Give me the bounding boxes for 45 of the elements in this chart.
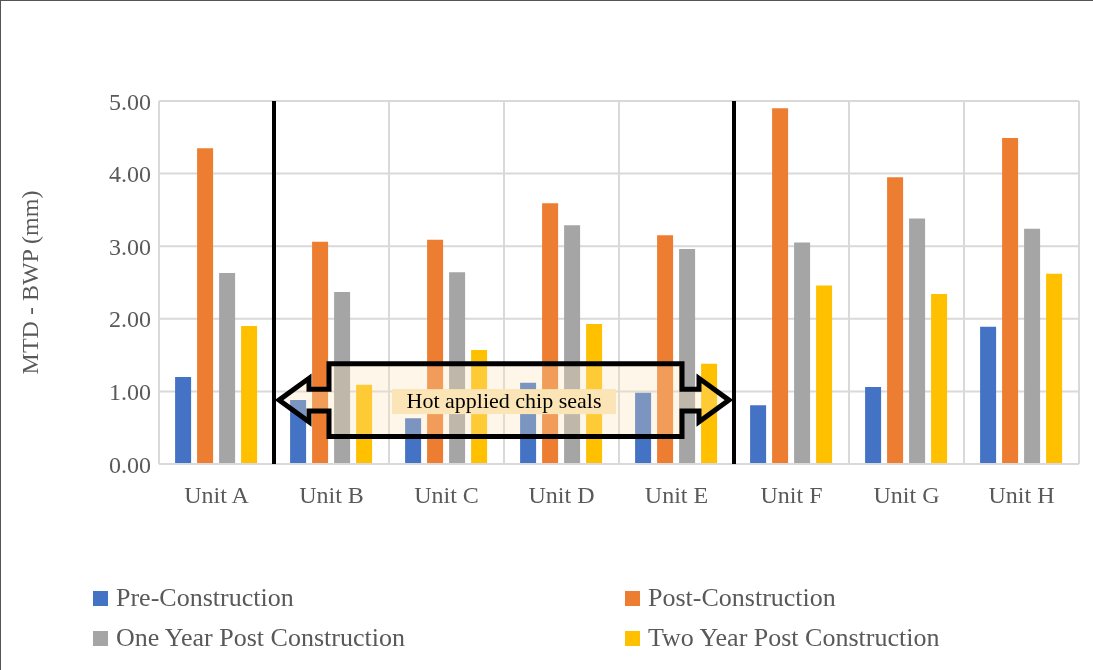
- band-label: Hot applied chip seals: [406, 388, 602, 414]
- x-tick-label: Unit D: [528, 482, 595, 509]
- x-tick-label: Unit B: [299, 482, 364, 509]
- bar: [865, 387, 882, 464]
- x-tick-label: Unit F: [760, 482, 823, 509]
- bar: [312, 241, 329, 464]
- bar: [980, 326, 997, 464]
- bar: [772, 108, 789, 464]
- bar: [816, 285, 833, 464]
- y-tick-label: 3.00: [109, 233, 151, 260]
- bar: [750, 405, 767, 464]
- y-tick-label: 2.00: [109, 306, 151, 333]
- bar: [1046, 273, 1063, 464]
- x-tick-label: Unit A: [184, 482, 250, 509]
- bar: [175, 376, 192, 464]
- bar: [657, 235, 674, 464]
- bar: [197, 148, 214, 464]
- bar: [1024, 228, 1041, 464]
- x-tick-label: Unit E: [644, 482, 709, 509]
- legend-label: Two Year Post Construction: [648, 623, 940, 653]
- bar: [290, 400, 307, 464]
- y-tick-label: 1.00: [109, 378, 151, 405]
- bar: [635, 392, 652, 464]
- x-tick-label: Unit H: [988, 482, 1055, 509]
- y-tick-label: 5.00: [109, 88, 151, 115]
- bar: [679, 249, 696, 464]
- x-tick-label: Unit C: [414, 482, 479, 509]
- bar: [794, 242, 811, 464]
- y-tick-label: 0.00: [109, 451, 151, 478]
- bar: [909, 218, 926, 464]
- bar: [334, 291, 351, 464]
- bar: [405, 418, 422, 464]
- y-axis-title: MTD - BWP (mm): [16, 190, 43, 375]
- bar: [887, 177, 904, 464]
- bar: [241, 326, 258, 464]
- x-tick-label: Unit G: [873, 482, 940, 509]
- legend-label: Post-Construction: [648, 583, 836, 613]
- bar: [931, 294, 948, 464]
- bar: [701, 363, 718, 464]
- legend-label: One Year Post Construction: [116, 623, 405, 653]
- bar: [1002, 138, 1019, 464]
- bar: [219, 273, 236, 464]
- y-tick-label: 4.00: [109, 161, 151, 188]
- legend-label: Pre-Construction: [116, 583, 294, 613]
- bar: [356, 384, 373, 464]
